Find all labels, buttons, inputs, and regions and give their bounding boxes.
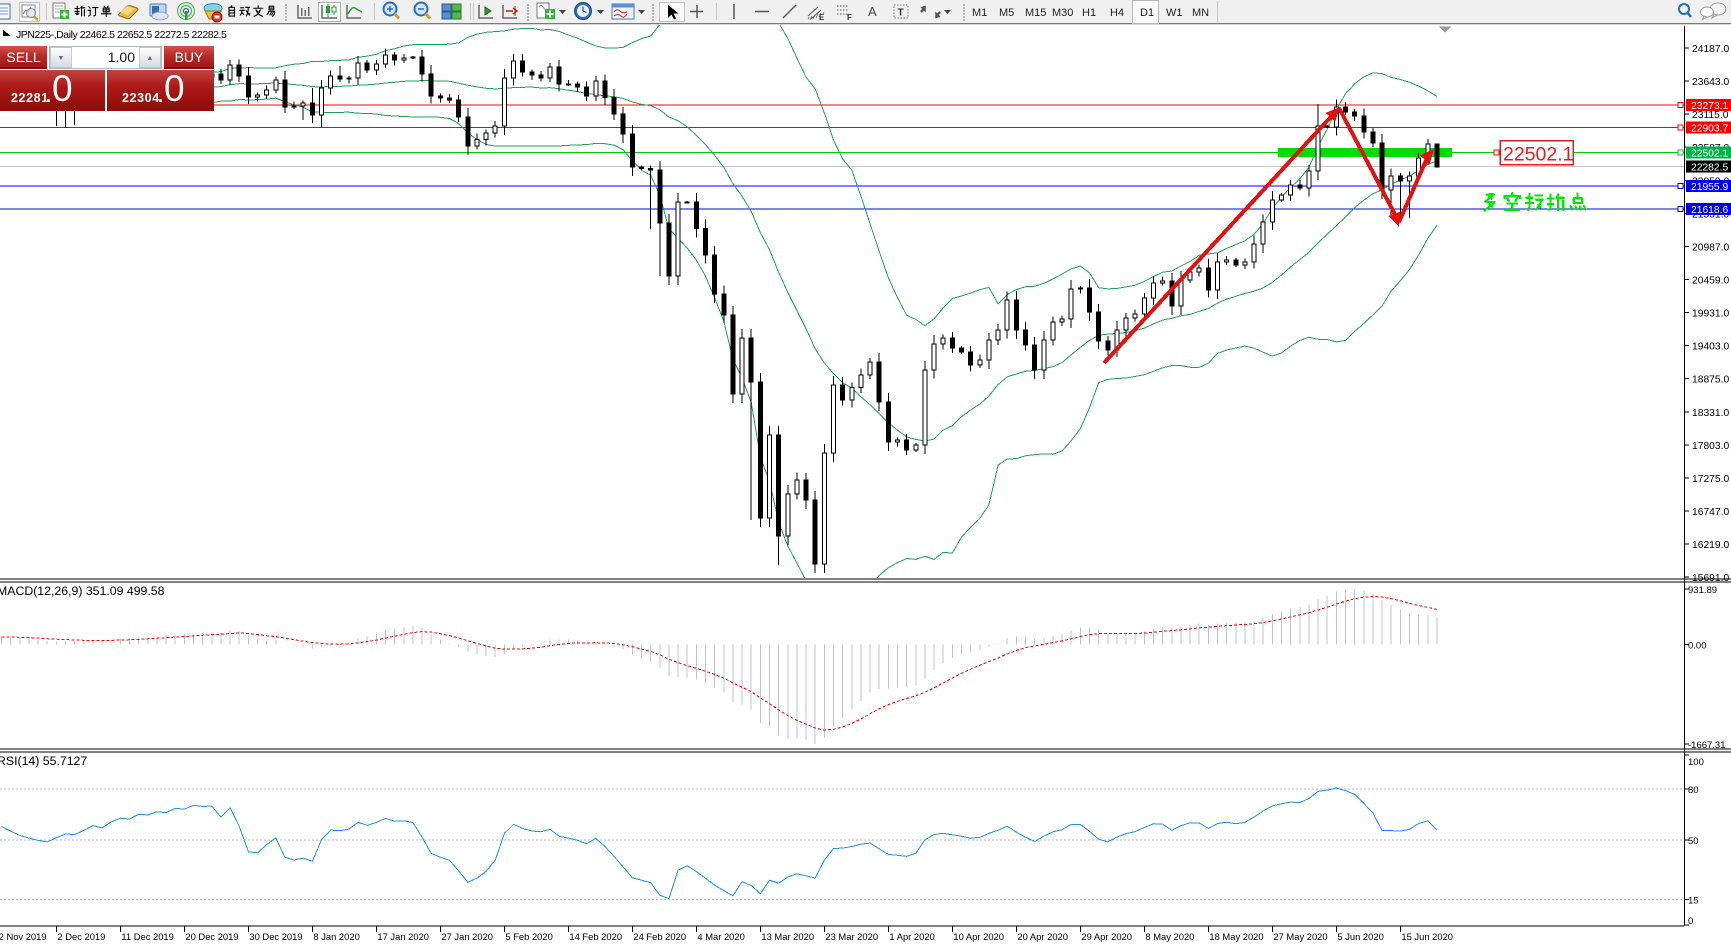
svg-text:15691.0: 15691.0	[1692, 573, 1729, 584]
svg-text:24187.0: 24187.0	[1692, 44, 1729, 55]
svg-text:M5: M5	[999, 7, 1014, 19]
svg-text:22903.7: 22903.7	[1691, 124, 1728, 135]
svg-text:MACD(12,26,9) 351.09 499.58: MACD(12,26,9) 351.09 499.58	[0, 584, 165, 598]
svg-text:H1: H1	[1082, 7, 1096, 19]
svg-text:29 Apr 2020: 29 Apr 2020	[1081, 931, 1132, 942]
svg-text:M1: M1	[972, 7, 987, 19]
svg-text:17 Jan 2020: 17 Jan 2020	[377, 931, 429, 942]
svg-text:22 Nov 2019: 22 Nov 2019	[0, 931, 47, 942]
svg-text:17803.0: 17803.0	[1692, 441, 1729, 452]
svg-text:50: 50	[1688, 836, 1699, 847]
svg-text:15 Jun 2020: 15 Jun 2020	[1401, 931, 1453, 942]
svg-text:931.89: 931.89	[1688, 585, 1717, 596]
svg-text:0.00: 0.00	[1688, 641, 1707, 652]
svg-text:11 Dec 2019: 11 Dec 2019	[121, 931, 173, 942]
svg-text:16747.0: 16747.0	[1692, 507, 1729, 518]
svg-text:27 May 2020: 27 May 2020	[1273, 931, 1327, 942]
svg-text:1 Apr 2020: 1 Apr 2020	[889, 931, 934, 942]
svg-text:5 Feb 2020: 5 Feb 2020	[505, 931, 552, 942]
svg-text:8 Jan 2020: 8 Jan 2020	[313, 931, 359, 942]
svg-text:15: 15	[1688, 896, 1699, 907]
svg-text:100: 100	[1688, 757, 1704, 768]
svg-text:22502.1: 22502.1	[1503, 144, 1574, 166]
svg-text:80: 80	[1688, 785, 1699, 796]
svg-text:24 Feb 2020: 24 Feb 2020	[633, 931, 686, 942]
svg-text:20459.0: 20459.0	[1692, 276, 1729, 287]
svg-text:30 Dec 2019: 30 Dec 2019	[249, 931, 302, 942]
svg-text:T: T	[898, 8, 904, 19]
svg-text:20 Dec 2019: 20 Dec 2019	[185, 931, 238, 942]
svg-text:-1667.31: -1667.31	[1688, 740, 1726, 751]
svg-text:22502.1: 22502.1	[1691, 149, 1728, 160]
svg-text:D1: D1	[1140, 7, 1154, 19]
svg-text:MN: MN	[1192, 7, 1209, 19]
svg-text:4 Mar 2020: 4 Mar 2020	[697, 931, 744, 942]
svg-text:23643.0: 23643.0	[1692, 77, 1729, 88]
svg-text:0: 0	[1688, 916, 1693, 927]
svg-text:16219.0: 16219.0	[1692, 540, 1729, 551]
svg-text:F: F	[847, 13, 852, 22]
svg-text:E: E	[819, 13, 825, 22]
svg-text:23 Mar 2020: 23 Mar 2020	[825, 931, 878, 942]
svg-text:M15: M15	[1025, 7, 1046, 19]
svg-text:H4: H4	[1110, 7, 1124, 19]
svg-text:23273.1: 23273.1	[1691, 101, 1728, 112]
svg-text:RSI(14) 55.7127: RSI(14) 55.7127	[0, 754, 87, 768]
svg-text:M30: M30	[1052, 7, 1073, 19]
svg-text:18 May 2020: 18 May 2020	[1209, 931, 1263, 942]
svg-text:22282.5: 22282.5	[1691, 163, 1728, 174]
svg-text:5 Jun 2020: 5 Jun 2020	[1337, 931, 1383, 942]
svg-text:23115.0: 23115.0	[1692, 110, 1729, 121]
svg-text:18875.0: 18875.0	[1692, 375, 1729, 386]
svg-text:JPN225-,Daily 22462.5 22652.5: JPN225-,Daily 22462.5 22652.5 22272.5 22…	[16, 29, 227, 41]
svg-text:21955.9: 21955.9	[1691, 182, 1728, 193]
svg-text:2 Dec 2019: 2 Dec 2019	[57, 931, 105, 942]
svg-text:14 Feb 2020: 14 Feb 2020	[569, 931, 622, 942]
svg-text:19931.0: 19931.0	[1692, 309, 1729, 320]
svg-text:20987.0: 20987.0	[1692, 242, 1729, 253]
svg-text:19403.0: 19403.0	[1692, 342, 1729, 353]
svg-text:17275.0: 17275.0	[1692, 474, 1729, 485]
svg-text:20 Apr 2020: 20 Apr 2020	[1017, 931, 1068, 942]
svg-text:21618.6: 21618.6	[1691, 205, 1728, 216]
svg-text:18331.0: 18331.0	[1692, 408, 1729, 419]
svg-text:13 Mar 2020: 13 Mar 2020	[761, 931, 814, 942]
svg-text:W1: W1	[1166, 7, 1183, 19]
svg-text:A: A	[868, 4, 877, 19]
svg-text:27 Jan 2020: 27 Jan 2020	[441, 931, 493, 942]
svg-text:8 May 2020: 8 May 2020	[1145, 931, 1194, 942]
svg-text:10 Apr 2020: 10 Apr 2020	[953, 931, 1004, 942]
